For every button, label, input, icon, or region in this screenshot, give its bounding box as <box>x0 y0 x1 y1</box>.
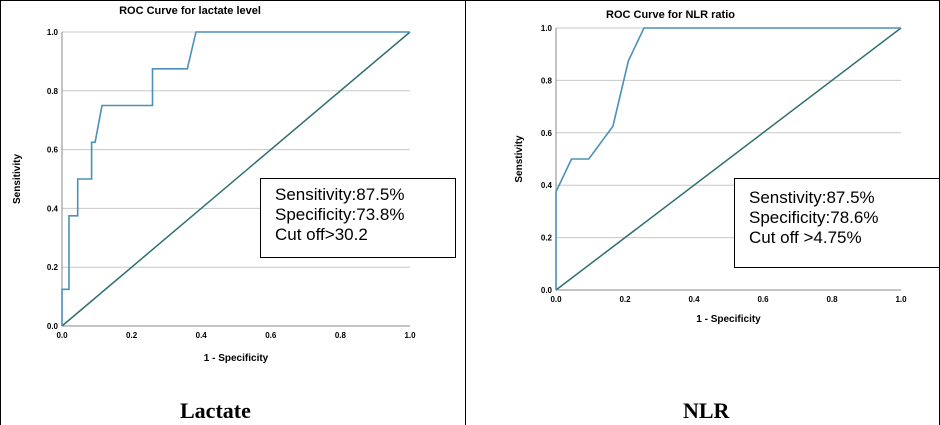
x-axis-label: 1 - Specificity <box>696 314 761 325</box>
x-tick-label: 1.0 <box>404 331 416 340</box>
frame-top-line <box>0 0 940 1</box>
stats-cutoff: Cut off>30.2 <box>275 225 368 244</box>
stats-sensitivity: Sensitivity:87.5% <box>275 185 405 204</box>
x-tick-label: 0.6 <box>757 295 769 304</box>
y-tick-label: 0.4 <box>47 204 59 213</box>
y-tick-label: 0.4 <box>541 181 553 190</box>
x-tick-label: 0.8 <box>826 295 838 304</box>
y-tick-label: 0.2 <box>541 234 553 243</box>
x-tick-label: 0.0 <box>56 331 68 340</box>
roc-curve-line <box>61 31 410 326</box>
frame-left-line <box>0 0 1 425</box>
x-tick-label: 0.2 <box>126 331 138 340</box>
chart-title: ROC Curve for lactate level <box>119 5 261 17</box>
y-axis-label: Sensitivity <box>12 154 23 204</box>
x-tick-label: 0.2 <box>619 295 631 304</box>
panel-label-nlr: NLR <box>683 398 730 423</box>
x-tick-label: 0.4 <box>196 331 208 340</box>
y-tick-label: 0.6 <box>541 129 553 138</box>
x-axis-label: 1 - Specificity <box>204 353 269 364</box>
panel-divider-line <box>465 0 466 425</box>
panel-label-lactate: Lactate <box>180 398 251 423</box>
y-tick-label: 1.0 <box>541 24 553 33</box>
reference-line <box>61 31 411 327</box>
x-tick-label: 1.0 <box>895 295 907 304</box>
stats-sensitivity: Senstivity:87.5% <box>749 188 875 207</box>
y-tick-label: 1.0 <box>47 28 59 37</box>
stats-specificity: Specificity:73.8% <box>275 205 405 224</box>
stats-cutoff: Cut off >4.75% <box>749 228 862 247</box>
reference-line <box>555 27 902 291</box>
y-tick-label: 0.2 <box>47 263 59 272</box>
stats-box-lactate: Sensitivity:87.5% Specificity:73.8% Cut … <box>260 178 456 258</box>
y-tick-label: 0.6 <box>47 146 59 155</box>
chart-title: ROC Curve for NLR ratio <box>606 9 735 21</box>
stats-box-nlr: Senstivity:87.5% Specificity:78.6% Cut o… <box>734 178 940 268</box>
y-tick-label: 0.0 <box>541 286 553 295</box>
stats-specificity: Specificity:78.6% <box>749 208 879 227</box>
y-axis-label: Senstivity <box>514 135 525 183</box>
y-tick-label: 0.0 <box>47 322 59 331</box>
x-tick-label: 0.4 <box>688 295 700 304</box>
x-tick-label: 0.8 <box>335 331 347 340</box>
roc-chart-lactate: 0.0 0.2 0.4 0.6 0.8 1.0 0.0 0.2 0.4 0.6 0.8 1.0 ROC … <box>12 5 416 364</box>
y-tick-label: 0.8 <box>541 76 553 85</box>
roc-curve-line <box>555 27 901 290</box>
y-tick-label: 0.8 <box>47 87 59 96</box>
x-tick-label: 0.0 <box>550 295 562 304</box>
x-tick-label: 0.6 <box>265 331 277 340</box>
